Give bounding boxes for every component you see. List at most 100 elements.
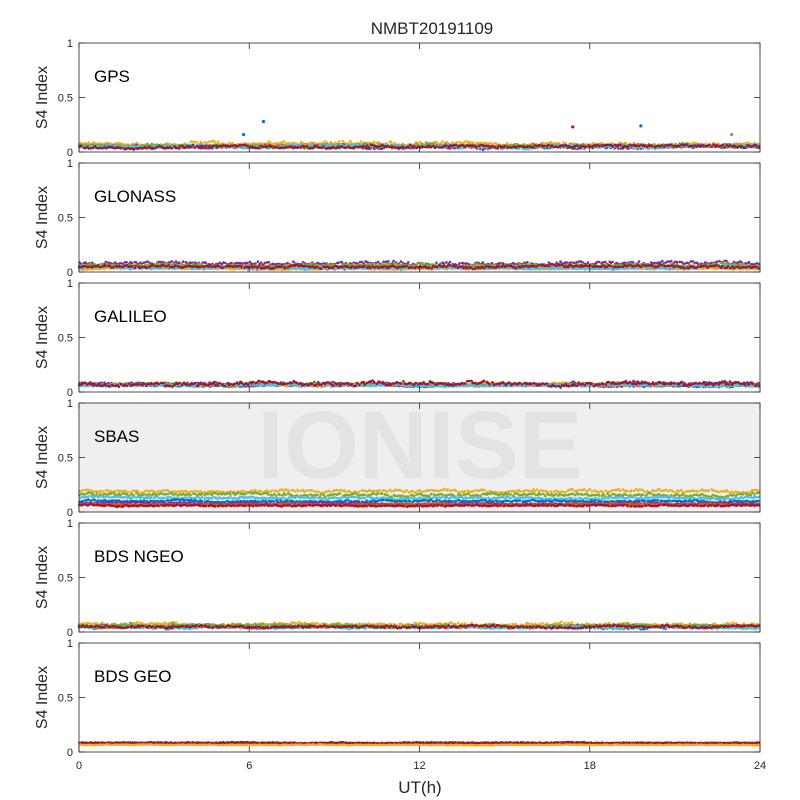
data-point (693, 144, 696, 147)
data-point (195, 140, 198, 144)
data-point (556, 146, 559, 149)
data-point (115, 145, 119, 149)
data-point (159, 260, 162, 264)
data-point (584, 264, 588, 268)
data-point (341, 265, 344, 269)
data-point (410, 266, 414, 269)
data-point (377, 266, 380, 269)
data-point (588, 263, 592, 267)
data-point (337, 261, 340, 265)
data-point (481, 261, 485, 264)
data-point (369, 266, 372, 270)
data-point (509, 146, 513, 149)
data-point (630, 144, 634, 147)
data-point (78, 265, 81, 269)
data-point (607, 267, 611, 271)
data-point (486, 144, 490, 148)
data-point (394, 261, 397, 265)
data-point (292, 260, 295, 264)
data-point (229, 265, 233, 268)
data-point (475, 262, 479, 266)
data-point (736, 145, 739, 149)
data-point (601, 261, 605, 264)
data-point (742, 262, 745, 266)
data-point (98, 146, 102, 150)
data-point (552, 145, 556, 149)
data-point (104, 146, 108, 150)
data-point (593, 265, 596, 268)
data-point (721, 143, 725, 147)
data-point (435, 261, 438, 265)
data-point (295, 266, 299, 270)
data-point (707, 143, 711, 146)
data-point (427, 142, 431, 145)
data-point (302, 145, 306, 149)
data-point (344, 146, 348, 150)
data-point (435, 265, 439, 269)
data-point (500, 145, 503, 149)
data-point (110, 143, 113, 146)
data-point (543, 144, 546, 148)
data-point (479, 266, 482, 270)
data-point (715, 260, 719, 264)
data-point (642, 147, 645, 150)
data-point (406, 145, 410, 149)
data-point (257, 146, 261, 150)
data-point (204, 261, 207, 265)
data-point (492, 142, 496, 145)
data-point (359, 145, 363, 148)
data-point (359, 140, 363, 143)
data-point (598, 260, 601, 264)
data-point (269, 267, 272, 271)
data-point (413, 145, 416, 148)
data-point (382, 265, 386, 268)
data-point (397, 265, 401, 269)
data-point (318, 144, 322, 147)
data-point (273, 266, 276, 270)
data-point (371, 143, 374, 147)
data-point (130, 261, 134, 265)
data-point (210, 265, 213, 269)
data-point (687, 261, 690, 265)
data-point (291, 146, 295, 149)
data-point (482, 266, 486, 270)
data-point (465, 144, 469, 147)
data-point (180, 262, 184, 266)
data-point (604, 260, 607, 264)
data-point (454, 143, 458, 147)
data-point (240, 266, 243, 269)
data-point (373, 147, 376, 151)
data-point (414, 265, 418, 269)
data-point (651, 144, 654, 148)
data-point (407, 261, 410, 264)
data-point (87, 265, 90, 269)
data-point (454, 264, 458, 268)
data-point (352, 143, 355, 146)
data-point (611, 145, 614, 148)
data-point (522, 265, 526, 268)
data-point (675, 260, 679, 264)
outlier-point (241, 132, 246, 137)
data-point (494, 142, 498, 145)
data-point (191, 144, 195, 147)
data-point (304, 267, 308, 271)
data-point (151, 263, 155, 267)
data-point (214, 265, 217, 269)
data-point (531, 264, 535, 268)
data-point (89, 262, 92, 265)
data-point (382, 260, 385, 264)
data-point (98, 265, 102, 269)
data-point (537, 143, 541, 147)
data-point (193, 267, 196, 271)
data-point (191, 265, 195, 269)
data-point (270, 145, 274, 148)
data-point (340, 145, 344, 148)
data-point (337, 145, 340, 148)
data-point (297, 264, 300, 268)
data-point (656, 144, 660, 148)
data-point (497, 265, 501, 268)
data-point (649, 267, 653, 270)
